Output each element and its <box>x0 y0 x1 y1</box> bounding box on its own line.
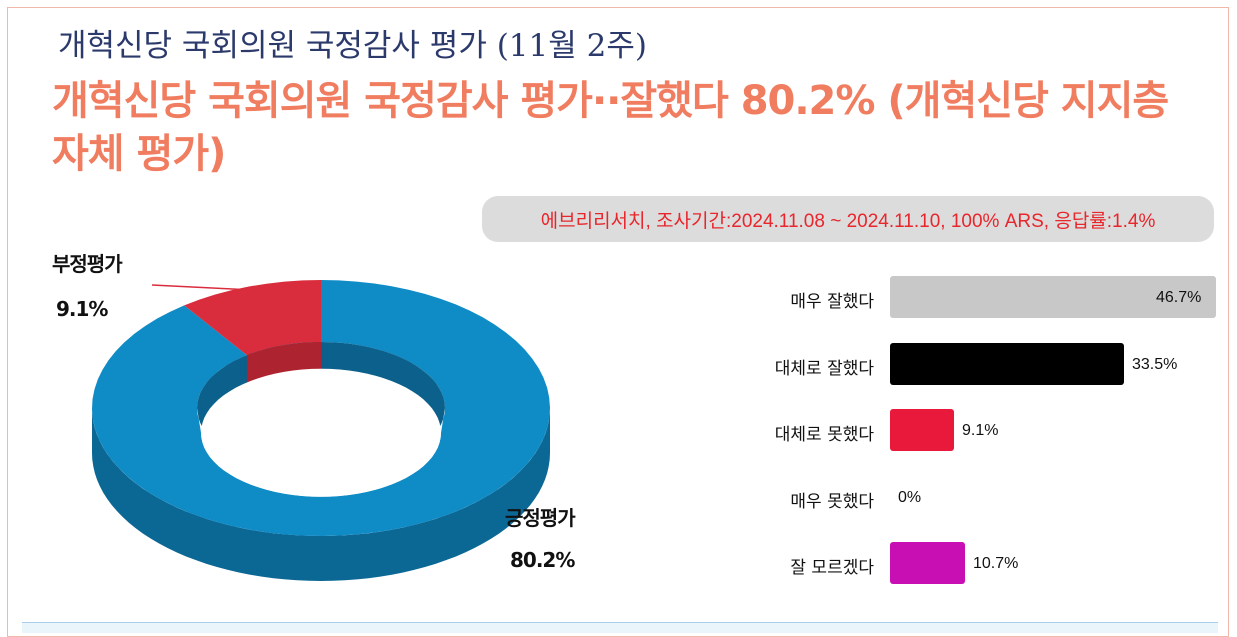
survey-info-badge: 에브리리서치, 조사기간:2024.11.08 ~ 2024.11.10, 10… <box>482 196 1214 242</box>
donut-outer-wall <box>92 408 550 581</box>
donut-slice-positive <box>92 280 550 536</box>
bar-value-label: 9.1% <box>962 422 999 439</box>
bar-3 <box>890 409 954 451</box>
donut-label-positive: 긍정평가 <box>505 506 576 530</box>
bar-2 <box>890 342 1124 385</box>
bar-category-label: 매우 잘했다 <box>790 292 874 312</box>
headline: 개혁신당 국회의원 국정감사 평가··잘했다 80.2% (개혁신당 지지층 자… <box>52 78 1169 177</box>
donut-value-positive: 80.2% <box>510 548 575 572</box>
negative-leader-line <box>151 284 263 292</box>
donut-slice-negative <box>184 280 321 356</box>
bar-5 <box>890 542 965 584</box>
donut-value-negative: 9.1% <box>56 297 108 321</box>
bar-value-label: 33.5% <box>1132 355 1178 373</box>
donut-chart <box>92 280 550 581</box>
bar-value-label: 10.7% <box>973 555 1019 572</box>
bar-category-label: 대체로 못했다 <box>774 425 874 445</box>
subtitle: 개혁신당 국회의원 국정감사 평가 (11월 2주) <box>58 28 647 64</box>
survey-info-text: 에브리리서치, 조사기간:2024.11.08 ~ 2024.11.10, 10… <box>540 210 1156 232</box>
bar-value-label: 0% <box>898 488 922 506</box>
donut-hole <box>201 368 441 497</box>
bar-category-label: 대체로 잘했다 <box>774 358 874 379</box>
donut-label-negative: 부정평가 <box>52 252 123 276</box>
bar-category-label: 잘 모르겠다 <box>790 558 874 578</box>
bar-category-label: 매우 못했다 <box>790 491 874 512</box>
bar-1 <box>890 276 1216 318</box>
donut-hole-front <box>197 408 445 497</box>
bar-value-label: 46.7% <box>1156 289 1202 306</box>
